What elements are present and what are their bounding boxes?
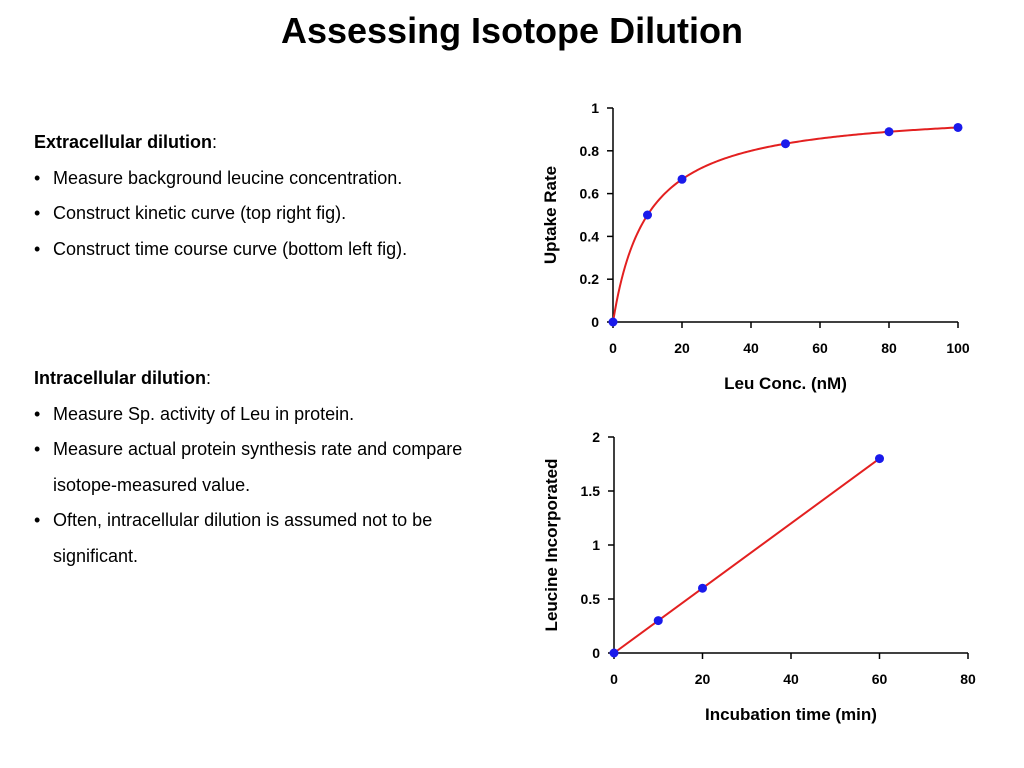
intracellular-bullet: • Measure Sp. activity of Leu in protein.: [34, 397, 514, 433]
y-tick-label: 0: [592, 645, 600, 661]
y-tick-label: 0.2: [580, 271, 600, 287]
x-tick-label: 100: [946, 340, 970, 356]
data-point: [609, 648, 619, 658]
bullet-dot: •: [34, 403, 41, 424]
data-point: [953, 122, 963, 132]
intracellular-heading: Intracellular dilution: [34, 368, 207, 388]
y-tick-label: 0.5: [581, 591, 601, 607]
data-point: [608, 317, 618, 327]
x-tick-label: 60: [812, 340, 828, 356]
y-tick-label: 0: [591, 314, 599, 330]
data-point: [875, 454, 884, 464]
intracellular-heading-line: Intracellular dilution:: [34, 361, 514, 397]
y-tick-label: 0.4: [580, 228, 600, 244]
data-point: [781, 139, 790, 149]
bullet-dot: •: [34, 203, 41, 223]
bullet-dot: •: [34, 238, 41, 259]
x-axis-title: Leu Conc. (nM): [724, 374, 847, 393]
x-tick-label: 40: [783, 671, 799, 687]
x-tick-label: 0: [609, 340, 617, 356]
x-tick-label: 20: [674, 340, 690, 356]
x-tick-label: 20: [695, 671, 711, 687]
x-tick-label: 60: [872, 671, 888, 687]
bullet-text: Often, intracellular dilution is assumed…: [53, 510, 433, 566]
extracellular-bullet: • Construct kinetic curve (top right fig)…: [34, 196, 407, 232]
fit-line: [613, 457, 881, 654]
extracellular-bullet: • Measure background leucine concentratio…: [34, 161, 407, 197]
intracellular-bullet: • Measure actual protein synthesis rate a…: [34, 432, 514, 503]
bullet-text: Measure background leucine concentration…: [53, 167, 403, 188]
y-axis-title: Leucine Incorporated: [542, 459, 561, 632]
intracellular-section: Intracellular dilution: • Measure Sp. act…: [34, 361, 514, 574]
bullet-text: Measure actual protein synthesis rate an…: [53, 439, 463, 495]
x-tick-label: 80: [960, 671, 976, 687]
y-tick-label: 1: [592, 537, 600, 553]
data-point: [653, 616, 663, 626]
data-point: [677, 174, 687, 184]
bullet-dot: •: [34, 510, 41, 530]
y-tick-label: 1.5: [581, 483, 601, 499]
bullet-text: Construct time course curve (bottom left…: [53, 238, 408, 259]
x-tick-label: 80: [881, 340, 897, 356]
x-tick-label: 40: [743, 340, 759, 356]
data-point: [884, 127, 894, 137]
y-tick-label: 0.6: [580, 186, 600, 202]
slide-title: Assessing Isotope Dilution: [280, 10, 744, 51]
data-point: [698, 583, 707, 593]
intracellular-bullet: • Often, intracellular dilution is assume…: [34, 503, 514, 574]
y-axis-title: Uptake Rate: [541, 166, 560, 264]
bullet-text: Construct kinetic curve (top right fig).: [53, 203, 347, 223]
data-point: [643, 210, 652, 220]
extracellular-bullet: • Construct time course curve (bottom lef…: [34, 232, 407, 268]
y-tick-label: 2: [592, 429, 600, 445]
x-tick-label: 0: [610, 671, 618, 687]
extracellular-heading: Extracellular dilution: [34, 132, 213, 152]
extracellular-heading-line: Extracellular dilution:: [34, 125, 407, 161]
bullet-dot: •: [34, 167, 41, 188]
bullet-dot: •: [34, 439, 41, 459]
y-tick-label: 1: [591, 100, 599, 116]
bullet-text: Measure Sp. activity of Leu in protein.: [53, 403, 355, 424]
extracellular-heading-colon: :: [212, 132, 218, 152]
extracellular-section: Extracellular dilution: • Measure backgro…: [34, 125, 407, 267]
intracellular-heading-colon: :: [206, 368, 212, 388]
y-tick-label: 0.8: [580, 143, 600, 159]
x-axis-title: Incubation time (min): [705, 705, 877, 724]
